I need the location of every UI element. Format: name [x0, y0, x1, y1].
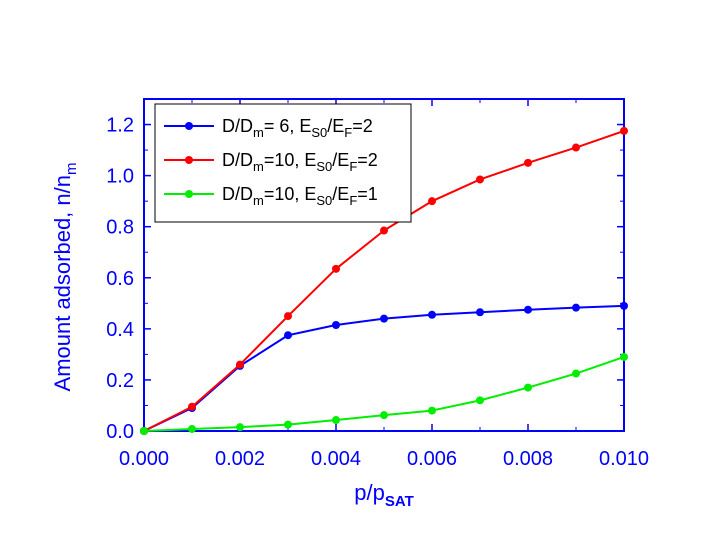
- legend-subscript: m: [253, 125, 264, 140]
- data-point: [572, 369, 580, 378]
- data-point: [236, 360, 244, 369]
- x-axis-title-main: p/p: [354, 480, 385, 505]
- legend-subscript: m: [253, 193, 264, 208]
- data-point: [476, 175, 484, 184]
- data-point: [476, 396, 484, 405]
- legend-subscript: F: [349, 159, 357, 174]
- legend-text-part: D/D: [222, 116, 253, 136]
- x-tick-label: 0.010: [599, 448, 649, 470]
- legend-text-part: /E: [332, 150, 349, 170]
- series-3: [140, 352, 628, 435]
- data-point: [380, 411, 388, 420]
- legend-text-part: =1: [357, 184, 378, 204]
- x-tick-label: 0.004: [311, 448, 361, 470]
- data-point: [188, 424, 196, 433]
- data-point: [188, 402, 196, 411]
- x-tick-label: 0.006: [407, 448, 457, 470]
- y-tick-label: 1.0: [106, 166, 134, 188]
- data-point: [524, 383, 532, 392]
- legend-subscript: S0: [316, 193, 332, 208]
- legend-text-part: =2: [357, 150, 378, 170]
- data-point: [620, 301, 628, 310]
- data-point: [284, 312, 292, 321]
- data-point: [524, 305, 532, 314]
- legend-entry-1: D/Dm= 6, ES0/EF=2: [164, 116, 373, 140]
- x-tick-label: 0.008: [503, 448, 553, 470]
- legend-text-part: D/D: [222, 150, 253, 170]
- legend-subscript: S0: [316, 159, 332, 174]
- data-point: [620, 352, 628, 361]
- data-point: [236, 423, 244, 432]
- legend-text-part: /E: [327, 116, 344, 136]
- legend-text-part: =10, E: [264, 184, 317, 204]
- y-tick-label: 0.2: [106, 370, 134, 392]
- x-tick-label: 0.002: [215, 448, 265, 470]
- data-point: [572, 303, 580, 312]
- data-point: [476, 308, 484, 317]
- data-point: [572, 143, 580, 152]
- data-point: [380, 314, 388, 323]
- data-point: [428, 310, 436, 319]
- y-tick-label: 0.4: [106, 319, 134, 341]
- data-point: [620, 126, 628, 135]
- y-axis-title-sub: m: [63, 163, 80, 176]
- legend-entry-2: D/Dm=10, ES0/EF=2: [164, 150, 378, 174]
- legend-text-part: =2: [352, 116, 373, 136]
- data-point: [332, 416, 340, 425]
- legend-label: D/Dm= 6, ES0/EF=2: [222, 116, 373, 140]
- legend-label: D/Dm=10, ES0/EF=2: [222, 150, 378, 174]
- y-axis-ticks: 0.0 0.2 0.4 0.6 0.8 1.0 1.2: [106, 98, 624, 443]
- data-point: [284, 420, 292, 429]
- legend-text-part: /E: [332, 184, 349, 204]
- series-layer: [140, 126, 628, 435]
- legend-subscript: F: [344, 125, 352, 140]
- legend-subscript: m: [253, 159, 264, 174]
- legend-swatch-marker: [185, 122, 193, 130]
- x-axis-ticks: 0.000 0.002 0.004 0.006 0.008 0.010: [119, 99, 649, 470]
- y-tick-label: 0.8: [106, 217, 134, 239]
- legend-swatch-marker: [185, 156, 193, 164]
- y-axis-title-main: Amount adsorbed, n/n: [50, 175, 75, 391]
- legend-text-part: D/D: [222, 184, 253, 204]
- data-point: [380, 226, 388, 235]
- legend-text-part: = 6, E: [264, 116, 312, 136]
- legend-subscript: F: [349, 193, 357, 208]
- data-point: [332, 264, 340, 273]
- legend-swatch-marker: [185, 190, 193, 198]
- data-point: [332, 321, 340, 330]
- legend-label: D/Dm=10, ES0/EF=1: [222, 184, 378, 208]
- legend-text-part: =10, E: [264, 150, 317, 170]
- legend-entry-3: D/Dm=10, ES0/EF=1: [164, 184, 378, 208]
- legend: D/Dm= 6, ES0/EF=2D/Dm=10, ES0/EF=2D/Dm=1…: [154, 103, 412, 223]
- data-point: [428, 406, 436, 415]
- series-line: [143, 355, 625, 432]
- y-axis-title: Amount adsorbed, n/nm: [50, 163, 80, 392]
- x-tick-label: 0.000: [119, 448, 169, 470]
- data-point: [140, 427, 148, 435]
- legend-subscript: S0: [311, 125, 327, 140]
- x-axis-title: p/pSAT: [354, 480, 413, 510]
- data-point: [524, 158, 532, 167]
- legend-box: [154, 103, 412, 223]
- y-tick-label: 0.6: [106, 268, 134, 290]
- data-point: [428, 197, 436, 206]
- data-point: [284, 331, 292, 340]
- y-tick-label: 0.0: [106, 421, 134, 443]
- x-axis-title-sub: SAT: [385, 493, 414, 510]
- y-tick-label: 1.2: [106, 115, 134, 137]
